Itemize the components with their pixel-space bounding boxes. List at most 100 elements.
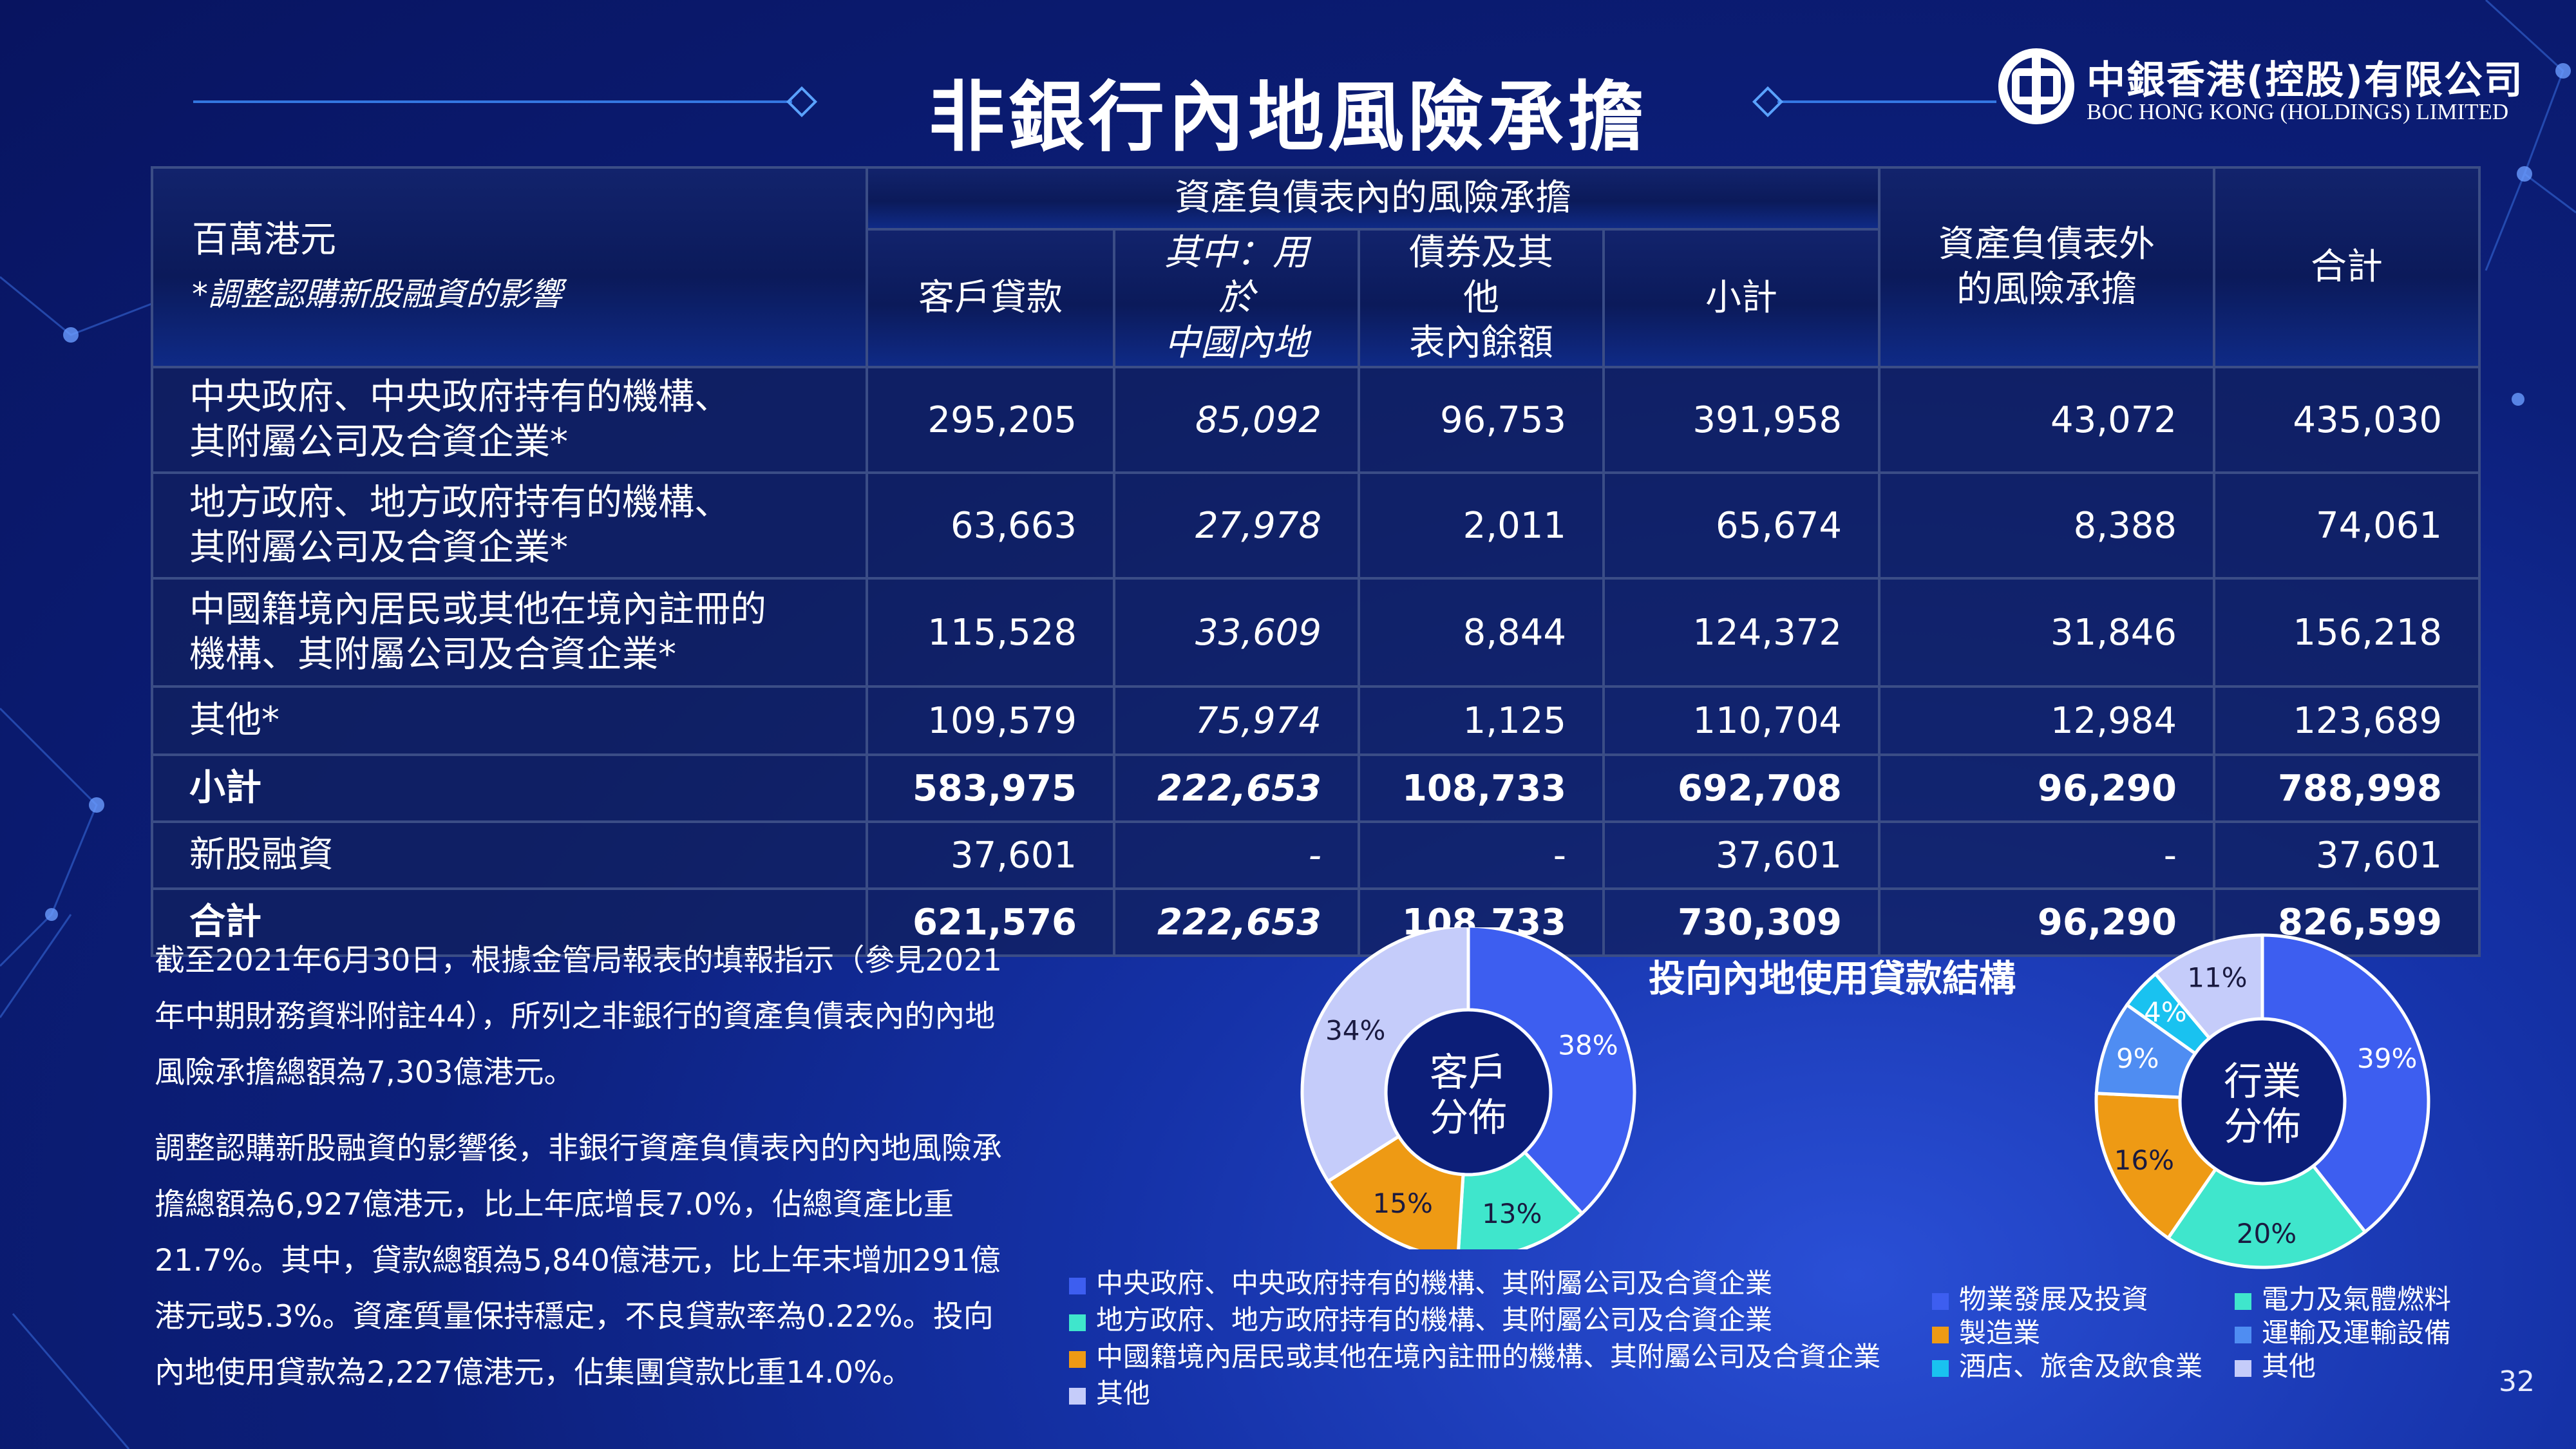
legend-swatch <box>2235 1293 2251 1310</box>
col-header-loans: 客戶貸款 <box>866 228 1115 368</box>
legend-item: 地方政府、地方政府持有的機構、其附屬公司及合資企業 <box>1069 1302 1880 1338</box>
company-name-en: BOC HONG KONG (HOLDINGS) LIMITED <box>2087 99 2509 124</box>
slice-label: 34% <box>1325 1015 1385 1046</box>
table-cell: 295,205 <box>866 366 1115 474</box>
donut-hole <box>1388 1012 1549 1173</box>
donut-slice <box>2094 1092 2218 1240</box>
table-cell: 8,388 <box>1878 471 2215 580</box>
legend-swatch <box>1932 1293 1949 1310</box>
legend-swatch <box>1069 1351 1086 1368</box>
legend-label: 地方政府、地方政府持有的機構、其附屬公司及合資企業 <box>1096 1304 1773 1336</box>
table-cell: 37,601 <box>866 820 1115 890</box>
table-cell: 33,609 <box>1113 577 1360 688</box>
note-paragraph-1: 截至2021年6月30日，根據金管局報表的填報指示（參見2021年中期財務資料附… <box>155 943 1002 1090</box>
legend-label: 中國籍境內居民或其他在境內註冊的機構、其附屬公司及合資企業 <box>1096 1341 1881 1372</box>
slice-label: 16% <box>2114 1144 2174 1176</box>
legend-label: 其他 <box>1096 1378 1151 1409</box>
donut-slice <box>2153 933 2264 1041</box>
col-header-total-text: 合計 <box>2311 246 2383 288</box>
table-cell: 37,601 <box>1602 820 1880 890</box>
legend-item: 運輸及運輸設備 <box>2235 1316 2451 1350</box>
row-label: 中央政府、中央政府持有的機構、 其附屬公司及合資企業* <box>151 366 868 474</box>
col-header-total: 合計 <box>2213 166 2481 368</box>
table-cell: 8,844 <box>1358 577 1605 688</box>
customer-legend: 中央政府、中央政府持有的機構、其附屬公司及合資企業 地方政府、地方政府持有的機構、… <box>1069 1265 1880 1412</box>
col-header-offbalance: 資產負債表外 的風險承擔 <box>1878 166 2215 368</box>
table-cell: 156,218 <box>2213 577 2481 688</box>
table-cell: - <box>1878 820 2215 890</box>
table-cell: 96,290 <box>1878 753 2215 823</box>
col-header-bonds: 債券及其他 表內餘額 <box>1358 228 1605 368</box>
legend-label: 酒店、旅舍及飲食業 <box>1959 1350 2203 1382</box>
col-header-offbalance-text: 資產負債表外 的風險承擔 <box>1938 223 2155 310</box>
slice-label: 39% <box>2357 1043 2417 1074</box>
donut-center-label: 行業 <box>2224 1059 2301 1104</box>
legend-label: 物業發展及投資 <box>1959 1283 2149 1315</box>
boc-logo-icon <box>1998 48 2074 124</box>
table-cell: 75,974 <box>1113 685 1360 756</box>
row-label: 合計 <box>151 887 868 957</box>
col-header-bonds-text: 債券及其他 表內餘額 <box>1409 232 1553 364</box>
slice-label: 15% <box>1373 1188 1433 1219</box>
table-cell: 110,704 <box>1602 685 1880 756</box>
chart-title: 投向內地使用貸款結構 <box>1649 958 2016 1000</box>
table-row: 中國籍境內居民或其他在境內註冊的 機構、其附屬公司及合資企業* 115,528 33… <box>151 577 2481 688</box>
slice-label: 11% <box>2187 961 2247 993</box>
slice-label: 13% <box>1482 1198 1542 1229</box>
table-cell: 222,653 <box>1113 887 1360 957</box>
table-row: 新股融資 37,601- -37,601-37,601 <box>151 820 2481 890</box>
legend-label: 運輸及運輸設備 <box>2262 1317 2452 1349</box>
col-header-loans-text: 客戶貸款 <box>918 277 1063 319</box>
donut-center-label: 分佈 <box>1430 1095 1507 1141</box>
table-cell: 108,733 <box>1358 753 1605 823</box>
donut-slice <box>1457 1150 1585 1249</box>
table-cell: 583,975 <box>866 753 1115 823</box>
row-label: 其他* <box>151 685 868 756</box>
donut-slice <box>2166 1164 2367 1269</box>
table-cell: 109,579 <box>866 685 1115 756</box>
unit-header: 百萬港元 *調整認購新股融資的影響 <box>151 166 868 368</box>
donut-center-label: 客戶 <box>1430 1050 1507 1095</box>
col-header-subtotal-text: 小計 <box>1705 277 1777 319</box>
legend-swatch <box>2235 1327 2251 1343</box>
col-header-used-in-mainland: 其中：用於 中國內地 <box>1113 228 1360 368</box>
table-cell: 123,689 <box>2213 685 2481 756</box>
note-paragraph-2: 調整認購新股融資的影響後，非銀行資產負債表內的內地風險承擔總額為6,927億港元… <box>155 1131 1002 1390</box>
donut-slice <box>1300 927 1470 1184</box>
company-name-cn: 中銀香港(控股)有限公司 <box>2087 58 2524 103</box>
legend-label: 其他 <box>2262 1350 2316 1382</box>
table-cell: 65,674 <box>1602 471 1880 580</box>
table-cell: 63,663 <box>866 471 1115 580</box>
table-cell: 692,708 <box>1602 753 1880 823</box>
table-cell: 74,061 <box>2213 471 2481 580</box>
legend-swatch <box>1069 1388 1086 1405</box>
table-cell: 96,753 <box>1358 366 1605 474</box>
group-header-onbalance: 資產負債表內的風險承擔 <box>866 166 1880 231</box>
donut-hole <box>2182 1021 2343 1182</box>
table-cell: 124,372 <box>1602 577 1880 688</box>
table-cell: 96,290 <box>1878 887 2215 957</box>
table-cell: - <box>1358 820 1605 890</box>
table-cell: 115,528 <box>866 577 1115 688</box>
legend-swatch <box>1932 1327 1949 1343</box>
legend-swatch <box>1069 1278 1086 1294</box>
donut-center-label: 分佈 <box>2224 1104 2301 1150</box>
legend-label: 中央政府、中央政府持有的機構、其附屬公司及合資企業 <box>1096 1267 1773 1299</box>
row-label: 小計 <box>151 753 868 823</box>
unit-label: 百萬港元 <box>192 219 336 261</box>
slice-label: 20% <box>2237 1218 2297 1249</box>
row-label: 新股融資 <box>151 820 868 890</box>
table-cell: 37,601 <box>2213 820 2481 890</box>
unit-note: *調整認購新股融資的影響 <box>192 276 562 313</box>
table-cell: 12,984 <box>1878 685 2215 756</box>
table-cell: - <box>1113 820 1360 890</box>
donut-slice <box>1466 927 1636 1216</box>
legend-label: 電力及氣體燃料 <box>2262 1283 2452 1315</box>
table-row: 小計 583,975 222,653 108,733 692,708 96,290 788,… <box>151 753 2481 823</box>
table-cell: 27,978 <box>1113 471 1360 580</box>
slice-label: 9% <box>2116 1043 2159 1074</box>
table-cell: 2,011 <box>1358 471 1605 580</box>
